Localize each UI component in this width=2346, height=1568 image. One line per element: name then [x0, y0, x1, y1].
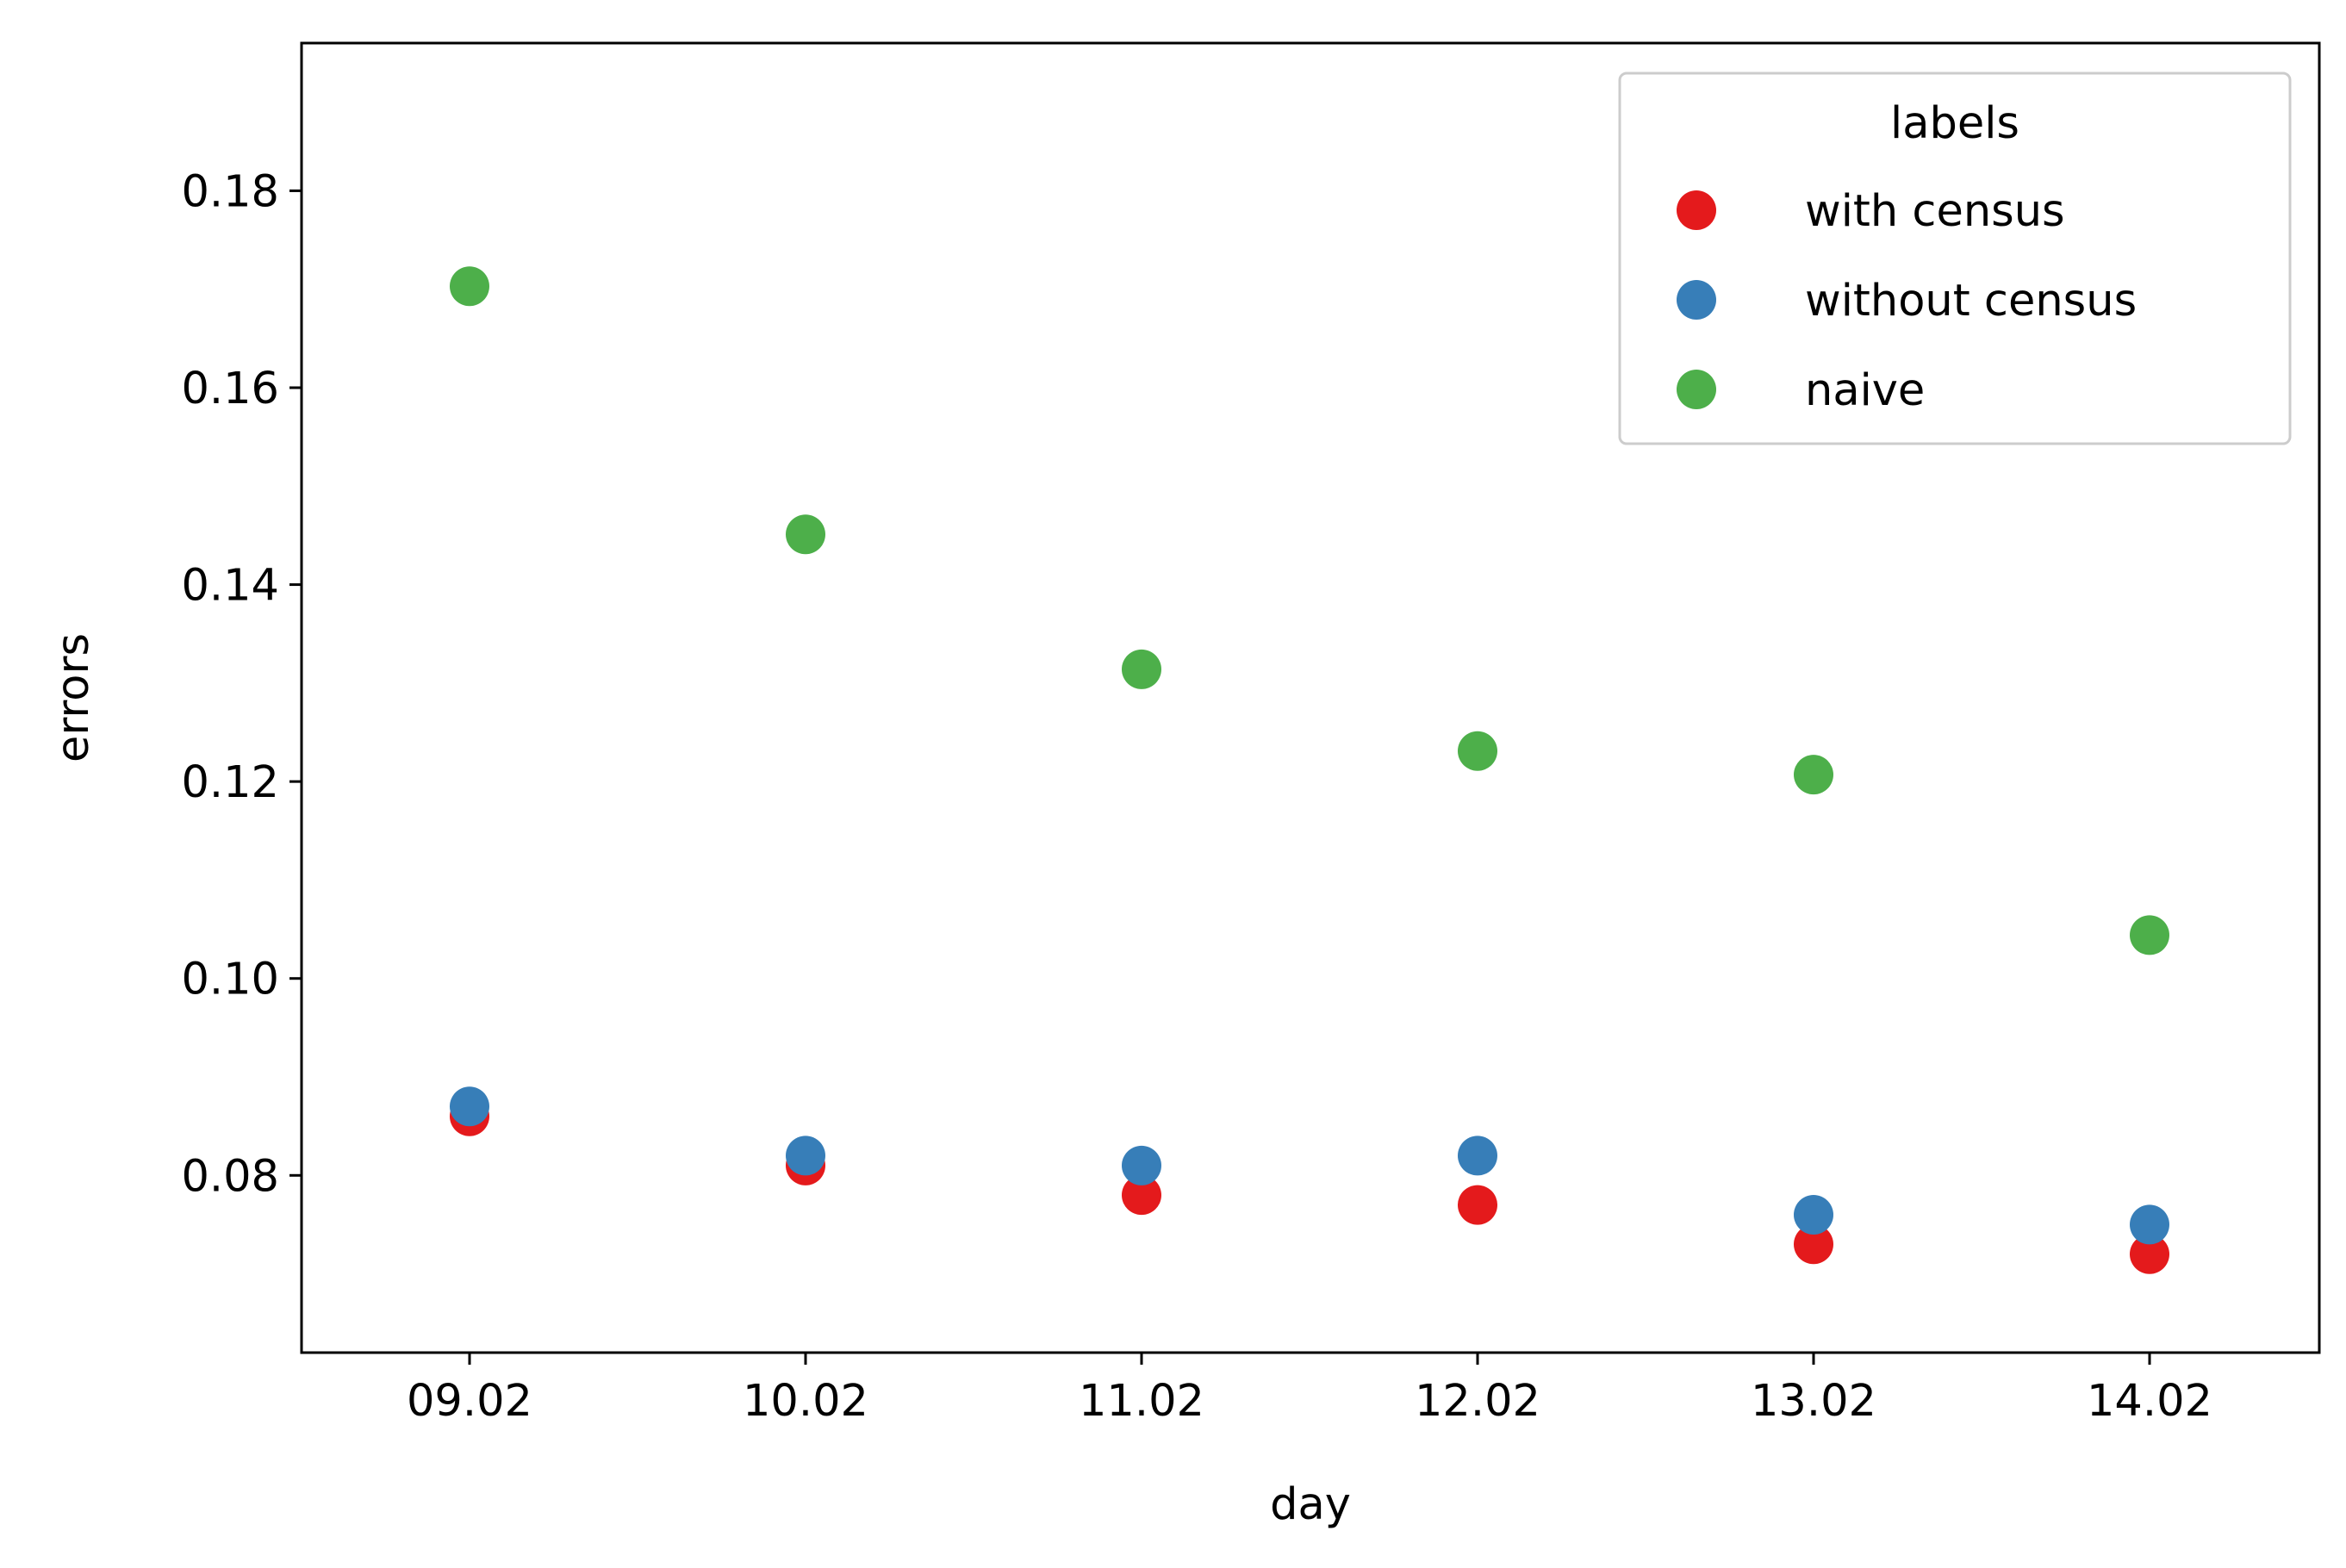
point-with-census-5: [2130, 1234, 2169, 1274]
y-tick-label: 0.08: [181, 1151, 279, 1202]
legend-marker: [1677, 190, 1716, 230]
point-without-census-0: [450, 1086, 489, 1127]
point-naive-2: [1122, 649, 1161, 689]
y-tick-label: 0.14: [181, 561, 279, 612]
point-with-census-2: [1122, 1175, 1161, 1216]
data-points: [450, 266, 2169, 1274]
x-tick-label: 14.02: [2087, 1376, 2212, 1427]
point-naive-1: [786, 514, 825, 555]
point-with-census-3: [1458, 1185, 1497, 1225]
legend-marker: [1677, 370, 1716, 409]
point-without-census-4: [1794, 1195, 1833, 1235]
x-axis-label: day: [1270, 1479, 1351, 1530]
point-naive-0: [450, 266, 489, 307]
y-tick-label: 0.16: [181, 364, 279, 414]
legend-marker: [1677, 280, 1716, 320]
y-axis-ticks: 0.08 0.10 0.12 0.14 0.16 0.18: [181, 166, 302, 1202]
y-tick-label: 0.18: [181, 166, 279, 217]
point-without-census-1: [786, 1136, 825, 1176]
point-without-census-5: [2130, 1204, 2169, 1245]
legend-label: without census: [1805, 276, 2137, 327]
point-without-census-3: [1458, 1136, 1497, 1176]
x-tick-label: 13.02: [1751, 1376, 1876, 1427]
y-tick-label: 0.12: [181, 757, 279, 808]
point-naive-3: [1458, 731, 1497, 771]
x-tick-label: 12.02: [1415, 1376, 1540, 1427]
point-naive-4: [1794, 755, 1833, 795]
x-axis-ticks: 09.02 10.02 11.02 12.02 13.02 14.02: [407, 1353, 2212, 1427]
x-tick-label: 11.02: [1079, 1376, 1204, 1427]
plot-frame: [300, 41, 2321, 1354]
point-without-census-2: [1122, 1145, 1161, 1185]
x-tick-label: 10.02: [743, 1376, 868, 1427]
point-with-census-4: [1794, 1224, 1833, 1265]
legend-label: with census: [1805, 186, 2065, 237]
y-axis-label: errors: [48, 633, 99, 762]
legend-box: [1618, 72, 2292, 445]
legend: labels with census without census naive: [1618, 72, 2292, 445]
legend-label: naive: [1805, 365, 1925, 416]
legend-title: labels: [1890, 98, 2019, 149]
point-naive-5: [2130, 915, 2169, 955]
y-tick-label: 0.10: [181, 955, 279, 1005]
x-tick-label: 09.02: [407, 1376, 532, 1427]
